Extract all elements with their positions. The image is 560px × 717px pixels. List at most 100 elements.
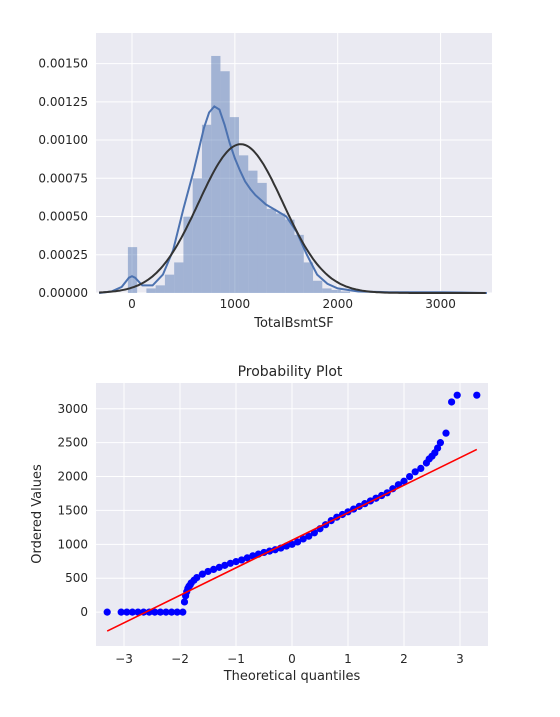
histogram-bar (220, 71, 230, 293)
histogram-bar (127, 247, 138, 293)
histogram-bar (313, 280, 323, 293)
data-point (103, 608, 111, 616)
histogram-bar (183, 216, 193, 293)
data-point (299, 535, 307, 543)
histogram-bar (238, 155, 249, 293)
data-point (151, 608, 159, 616)
data-point (411, 468, 419, 476)
y-tick-label: 0.00100 (38, 133, 88, 147)
y-tick-label: 0.00000 (38, 286, 88, 300)
data-point (193, 573, 201, 582)
x-tick-label: 2000 (322, 297, 353, 311)
histogram-bar (146, 288, 156, 293)
y-tick-label: 0.00075 (38, 171, 88, 185)
data-point (406, 472, 414, 481)
x-axis-label: TotalBsmtSF (253, 316, 334, 331)
data-point (226, 559, 234, 567)
x-tick-label: −2 (171, 652, 189, 666)
histogram-bar (285, 219, 295, 293)
data-point (243, 554, 251, 562)
data-point (400, 477, 408, 485)
y-tick-label: 3000 (57, 402, 88, 416)
data-point (417, 464, 425, 473)
data-point (238, 556, 246, 564)
data-point (448, 398, 456, 406)
x-tick-labels: −3 −2 −1 0 1 2 3 (115, 652, 464, 666)
x-tick-label: 3 (456, 652, 464, 666)
data-point (288, 540, 296, 548)
y-tick-label: 2000 (57, 470, 88, 484)
data-point (221, 561, 229, 569)
histogram-bars (127, 55, 351, 293)
data-point (210, 565, 218, 574)
y-tick-labels: 0 500 1000 1500 2000 2500 3000 (57, 402, 88, 619)
histogram-bar (257, 182, 267, 293)
data-point (305, 532, 313, 540)
data-points (103, 391, 481, 616)
x-tick-label: 2 (400, 652, 408, 666)
x-tick-label: 3000 (425, 297, 456, 311)
data-point (215, 563, 223, 571)
y-tick-label: 0.00125 (38, 95, 88, 109)
data-point (123, 608, 131, 616)
y-axis-label: Ordered Values (30, 464, 45, 564)
histogram-bar (331, 289, 341, 293)
data-point (442, 429, 450, 437)
data-point (434, 444, 442, 452)
data-point (134, 608, 142, 616)
x-tick-label: 1000 (220, 297, 251, 311)
y-tick-label: 1500 (57, 503, 88, 517)
grid (96, 383, 488, 646)
data-point (198, 570, 206, 578)
histogram-bar (322, 288, 332, 293)
data-point (436, 439, 444, 447)
histogram-bar (164, 274, 175, 293)
histogram-bar (211, 55, 221, 293)
histogram-bar (248, 170, 258, 293)
y-tick-label: 0 (80, 605, 88, 619)
data-point (128, 608, 136, 616)
y-tick-labels: 0.00000 0.00025 0.00050 0.00075 0.00100 0.001… (38, 57, 88, 300)
histogram-bar (192, 178, 202, 293)
data-point (204, 567, 212, 576)
histogram-bar (174, 262, 184, 293)
histogram-bar (340, 291, 351, 293)
data-point (173, 608, 181, 616)
x-tick-labels: 0 1000 2000 3000 (128, 297, 456, 311)
x-tick-label: −3 (115, 652, 133, 666)
histogram-bar (276, 213, 286, 293)
data-point (156, 608, 164, 616)
y-tick-label: 500 (65, 571, 88, 585)
y-tick-label: 1000 (57, 537, 88, 551)
data-point (232, 558, 240, 566)
x-tick-label: 0 (128, 297, 136, 311)
grid (96, 33, 492, 294)
probability-plot: Probability Plot −3 −2 −1 0 1 2 3 0 500 1000 1500… (30, 364, 488, 684)
data-point (294, 538, 302, 546)
histogram-bar (294, 234, 304, 293)
data-point (117, 608, 125, 616)
x-tick-label: −1 (227, 652, 245, 666)
histogram-bar (303, 262, 314, 293)
x-axis-label: Theoretical quantiles (223, 669, 361, 684)
normal-fit-curve (99, 143, 486, 294)
plot-background (96, 33, 492, 293)
data-point (162, 608, 170, 616)
data-point (453, 391, 461, 399)
y-tick-label: 0.00025 (38, 248, 88, 262)
data-point (179, 608, 187, 616)
histogram-bar (155, 285, 165, 293)
data-point (473, 391, 481, 399)
x-tick-label: 0 (288, 652, 296, 666)
histogram-bar (266, 208, 276, 293)
data-point (168, 608, 176, 616)
chart-title: Probability Plot (238, 364, 343, 380)
fit-line (106, 448, 478, 632)
histogram-bar (229, 117, 239, 293)
histogram-plot: 0 1000 2000 3000 0.000000.000250.000500.000… (38, 33, 492, 331)
x-tick-label: 1 (344, 652, 352, 666)
y-tick-label: 0.00150 (38, 57, 88, 71)
histogram-bar (201, 124, 212, 293)
data-point (180, 598, 189, 606)
